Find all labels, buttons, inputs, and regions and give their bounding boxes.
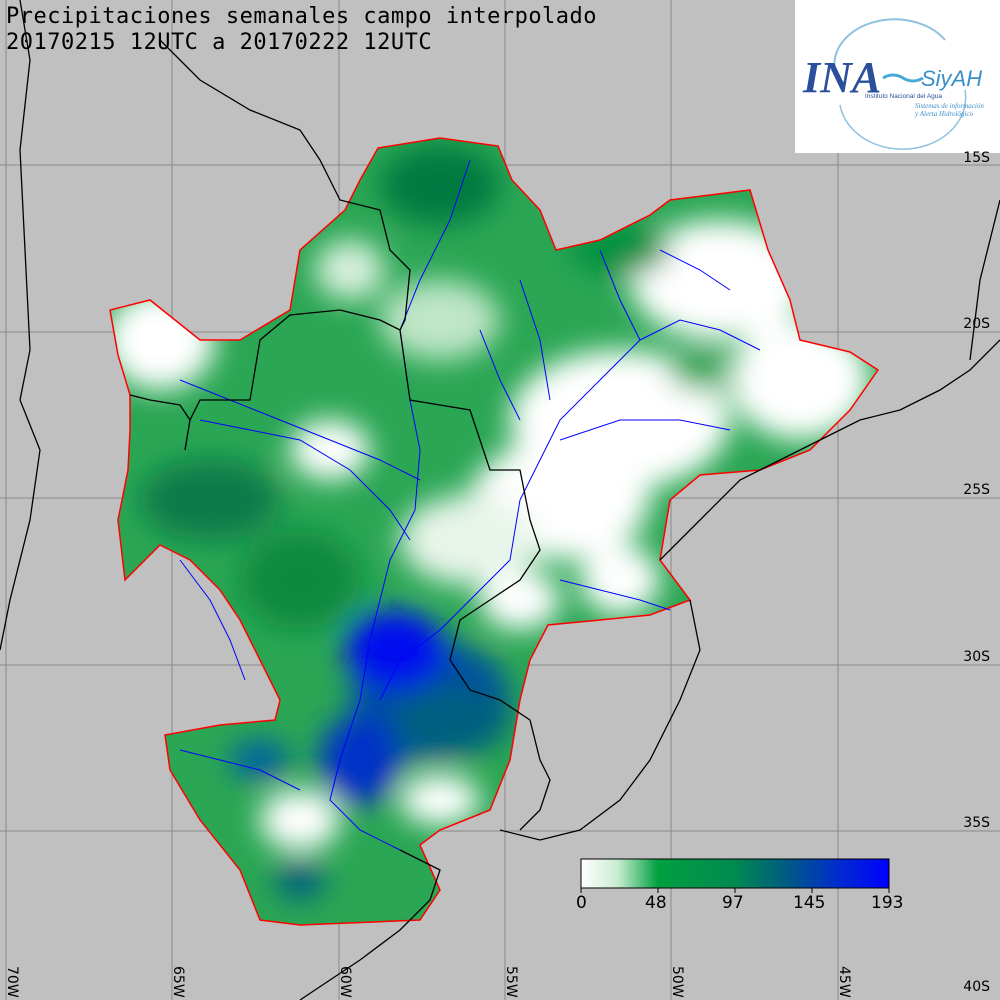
ina-logo-graphic: INA SiyAH Instituto Nacional del Agua Si… — [802, 18, 984, 150]
logo-line2: Sistemas de información — [915, 102, 984, 110]
lon-label-45w: 45W — [836, 966, 852, 998]
basin-outline — [109, 137, 880, 926]
lat-label-25s: 25S — [963, 482, 990, 498]
lat-label-15s: 15S — [963, 150, 990, 166]
colorbar-label-193: 193 — [871, 893, 904, 913]
lon-label-70w: 70W — [4, 966, 20, 998]
logo-line3: y Alerta Hidrológico — [914, 110, 973, 118]
precipitation-field — [110, 138, 878, 925]
colorbar-label-145: 145 — [793, 893, 826, 913]
colorbar-label-0: 0 — [576, 893, 587, 913]
lon-label-65w: 65W — [170, 966, 186, 998]
lon-label-50w: 50W — [669, 966, 685, 998]
lat-label-40s: 40S — [963, 979, 990, 995]
lon-label-60w: 60W — [337, 966, 353, 998]
lat-label-30s: 30S — [963, 649, 990, 665]
ina-logo: INA SiyAH Instituto Nacional del Agua Si… — [795, 0, 1000, 153]
rivers — [179, 159, 761, 851]
logo-line1: Instituto Nacional del Agua — [865, 93, 942, 100]
logo-subbrand: SiyAH — [921, 66, 982, 91]
colorbar — [580, 858, 890, 893]
map-title: Precipitaciones semanales campo interpol… — [6, 4, 598, 29]
colorbar-label-48: 48 — [645, 893, 667, 913]
map-period: 20170215 12UTC a 20170222 12UTC — [6, 30, 433, 55]
logo-brand: INA — [802, 53, 881, 102]
colorbar-label-97: 97 — [722, 893, 744, 913]
colorbar-gradient — [580, 858, 890, 889]
lat-label-35s: 35S — [963, 815, 990, 831]
lat-label-20s: 20S — [963, 316, 990, 332]
lon-label-55w: 55W — [503, 966, 519, 998]
